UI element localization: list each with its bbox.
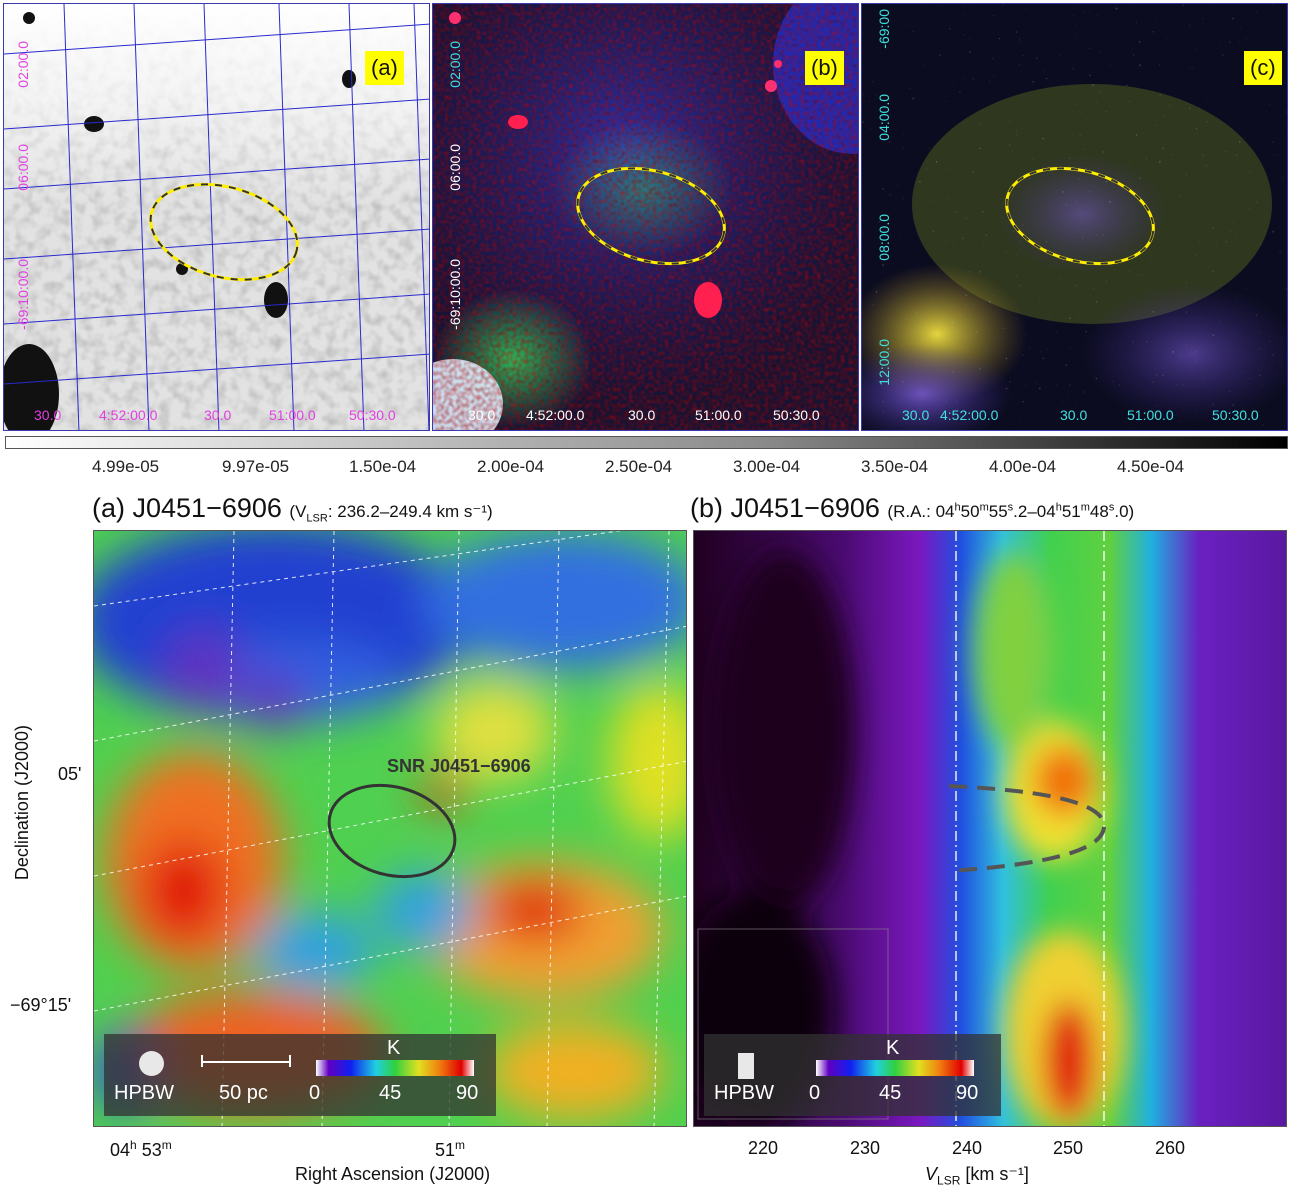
panel-b-ra-label: 50:30.0 (773, 407, 820, 423)
ytick: −69°15' (10, 995, 72, 1015)
panel-c-rgb: (c) -69:00 04:00.0 08:00.0 12:00.0 30.0 … (861, 3, 1288, 431)
colorbar-tick: 2.50e-04 (605, 457, 673, 476)
panel-a-dec-label: -69:10:00.0 (15, 259, 31, 330)
cb-unit-label: K (886, 1037, 900, 1059)
cb-tick: 0 (809, 1082, 821, 1104)
bottom-right-xlabel: VLSR [km s⁻¹] (925, 1164, 1029, 1188)
panel-c-dec-label: 04:00.0 (876, 94, 892, 141)
panel-c-ra-label: 30.0 (902, 407, 930, 423)
panel-c-ra-label: 51:00.0 (1127, 407, 1174, 423)
panel-b-dec-label: 06:00.0 (447, 144, 463, 191)
panel-b-ra-label: 30.0 (628, 407, 656, 423)
panel-b-rgb: (b) 02:00.0 06:00.0 -69:10:00.0 30.0 4:5… (432, 3, 859, 431)
panel-c-dec-label: 12:00.0 (876, 339, 892, 386)
beam-rect (738, 1053, 754, 1079)
xtick: 51m (435, 1138, 466, 1160)
hi-map-image (94, 531, 686, 1126)
pv-xtick: 240 (952, 1138, 983, 1158)
panel-a-tag: (a) (365, 51, 404, 85)
snr-label: SNR J0451−6906 (387, 756, 531, 776)
pv-diagram-image (694, 531, 1286, 1126)
panel-a-grayscale: (a) 02:00.0 06:00.0 -69:10:00.0 30.0 4:5… (3, 3, 430, 431)
xtick: 04h 53m (110, 1138, 172, 1160)
panel-a-grid (4, 4, 429, 430)
panel-b-ra-label: 4:52:00.0 (526, 407, 585, 423)
panel-b-ra-label: 30.0 (468, 407, 496, 423)
beam-circle (139, 1051, 164, 1076)
hpbw-label: HPBW (714, 1082, 774, 1104)
bottom-left-ylabel: Declination (J2000) (12, 725, 32, 881)
panel-b-image (433, 4, 858, 430)
panel-c-dec-label: -69:00 (876, 9, 892, 49)
cb-unit-label: K (387, 1037, 401, 1059)
panel-a-image (4, 4, 429, 430)
scale-label: 50 pc (219, 1082, 268, 1104)
hpbw-label: HPBW (114, 1082, 174, 1104)
inset-colorbar (316, 1060, 474, 1076)
cb-tick: 90 (956, 1082, 979, 1104)
panel-a-ra-label: 30.0 (204, 407, 232, 423)
panel-b-ra-label: 51:00.0 (695, 407, 742, 423)
bottom-left-title: (a) J0451−6906 (VLSR: 236.2–249.4 km s⁻¹… (92, 493, 493, 525)
panel-c-dec-label: 08:00.0 (876, 214, 892, 261)
panel-a-ra-label: 51:00.0 (269, 407, 316, 423)
panel-b-dec-label: 02:00.0 (447, 41, 463, 88)
ytick: 05' (58, 764, 82, 784)
panel-b-tag: (b) (805, 51, 844, 85)
bottom-right-title: (b) J0451−6906 (R.A.: 04h50m55s.2–04h51m… (690, 493, 1135, 523)
pv-snr-ellipse (948, 784, 1107, 873)
colorbar-tick: 3.50e-04 (861, 457, 929, 476)
cb-tick: 0 (309, 1082, 321, 1104)
colorbar-tick: 2.00e-04 (477, 457, 545, 476)
panel-c-ra-label: 50:30.0 (1212, 407, 1259, 423)
colorbar-tick: 1.50e-04 (349, 457, 417, 476)
hi-intensity-map: SNR J0451−6906 HPBW 50 pc K 0 45 90 (93, 530, 687, 1127)
colorbar-tick: 4.00e-04 (989, 457, 1057, 476)
panel-c-ra-label: 30.0 (1060, 407, 1088, 423)
panel-a-dec-label: 06:00.0 (15, 144, 31, 191)
cb-tick: 90 (456, 1082, 479, 1104)
pv-inset: HPBW K 0 45 90 (704, 1034, 1001, 1116)
colorbar-tick: 3.00e-04 (733, 457, 801, 476)
scale-bar-cap (289, 1055, 291, 1067)
pv-xtick: 220 (748, 1138, 779, 1158)
panel-c-ra-label: 4:52:00.0 (940, 407, 999, 423)
panel-a-dec-label: 02:00.0 (15, 41, 31, 88)
panel-b-dec-label: -69:10:00.0 (447, 259, 463, 330)
pv-xtick: 230 (850, 1138, 881, 1158)
colorbar-tick: 4.99e-05 (92, 457, 160, 476)
panel-a-ra-label: 4:52:00.0 (99, 407, 158, 423)
hi-map-inset: HPBW 50 pc K 0 45 90 (104, 1034, 496, 1116)
colorbar-tick: 9.97e-05 (222, 457, 290, 476)
panel-a-ra-label: 30.0 (34, 407, 62, 423)
panel-c-tag: (c) (1244, 51, 1282, 85)
grayscale-colorbar (5, 436, 1288, 449)
panel-a-ra-label: 50:30.0 (349, 407, 396, 423)
pv-xtick: 250 (1053, 1138, 1084, 1158)
pv-diagram: HPBW K 0 45 90 (693, 530, 1287, 1127)
scale-bar (201, 1061, 289, 1063)
cb-tick: 45 (879, 1082, 902, 1104)
scale-bar-cap (201, 1055, 203, 1067)
cb-tick: 45 (379, 1082, 402, 1104)
bottom-left-xlabel: Right Ascension (J2000) (295, 1164, 491, 1184)
colorbar-tick: 4.50e-04 (1117, 457, 1185, 476)
panel-c-image (862, 4, 1287, 430)
pv-xtick: 260 (1155, 1138, 1186, 1158)
inset-colorbar (816, 1060, 974, 1076)
